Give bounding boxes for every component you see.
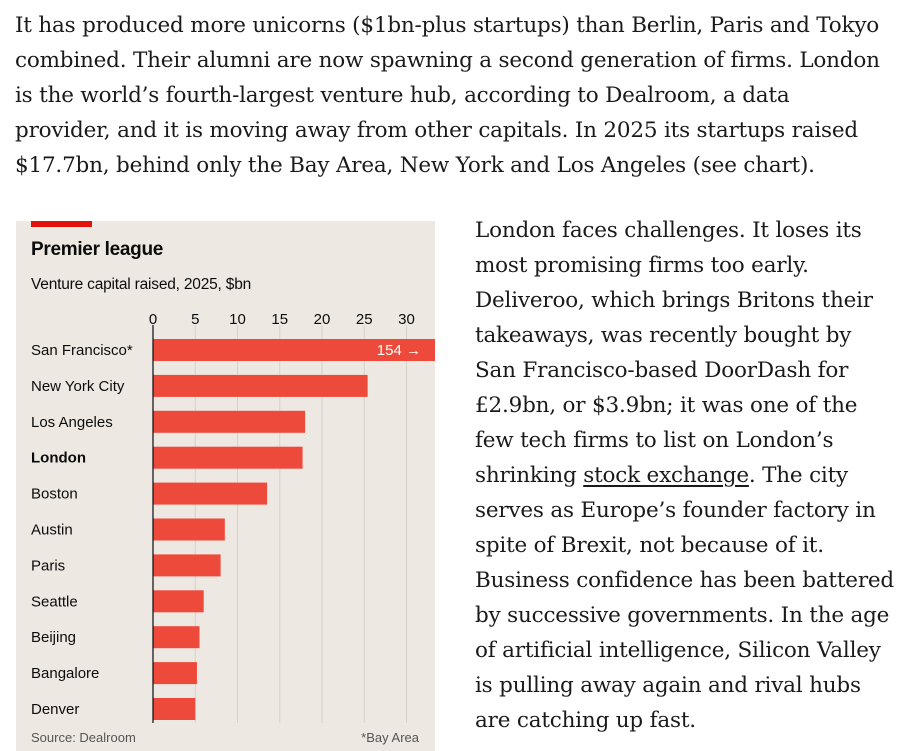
bar [153, 339, 435, 361]
data-label: 154 → [377, 342, 421, 359]
x-tick-label: 20 [314, 311, 331, 328]
article-intro-paragraph: It has produced more unicorns ($1bn-plus… [15, 13, 880, 178]
bar [153, 410, 306, 433]
category-label: Boston [31, 486, 78, 503]
category-label: New York City [31, 378, 125, 395]
chart-subtitle: Venture capital raised, 2025, $bn [31, 276, 252, 293]
category-label: Bangalore [31, 665, 99, 682]
x-tick-label: 5 [191, 311, 199, 328]
x-tick-label: 30 [398, 311, 415, 328]
bar [153, 482, 268, 505]
chart-accent-bar [31, 221, 92, 227]
bar [153, 518, 225, 541]
chart-source: Source: Dealroom [31, 730, 136, 745]
category-label: London [31, 450, 86, 467]
category-label: Denver [31, 701, 79, 718]
x-tick-label: 25 [356, 311, 373, 328]
category-label: Beijing [31, 629, 76, 646]
bar [153, 662, 197, 685]
stock-exchange-link[interactable]: stock exchange [583, 463, 749, 488]
bar [153, 698, 196, 720]
article-side-paragraph: London faces challenges. It loses its mo… [475, 213, 895, 738]
side-text-before-link: London faces challenges. It loses its mo… [475, 218, 873, 488]
chart-title: Premier league [31, 239, 164, 260]
chart-panel: Premier league Venture capital raised, 2… [16, 221, 435, 751]
bar-chart: 0 5 10 15 20 25 30 San Francisco* 154 → New York … [31, 311, 435, 723]
bar [153, 446, 303, 469]
x-tick-label: 15 [271, 311, 288, 328]
chart-footnote: *Bay Area [361, 730, 419, 745]
bar [153, 590, 204, 613]
category-label: Seattle [31, 593, 78, 610]
bar [153, 374, 368, 397]
category-label: Los Angeles [31, 414, 113, 431]
x-tick-label: 10 [229, 311, 246, 328]
category-label: San Francisco* [31, 342, 133, 359]
bar [153, 626, 200, 649]
bar [153, 554, 221, 577]
side-text-after-link: . The city serves as Europe’s founder fa… [475, 463, 894, 733]
category-label: Paris [31, 557, 65, 574]
x-tick-label: 0 [149, 311, 157, 328]
category-label: Austin [31, 522, 73, 539]
